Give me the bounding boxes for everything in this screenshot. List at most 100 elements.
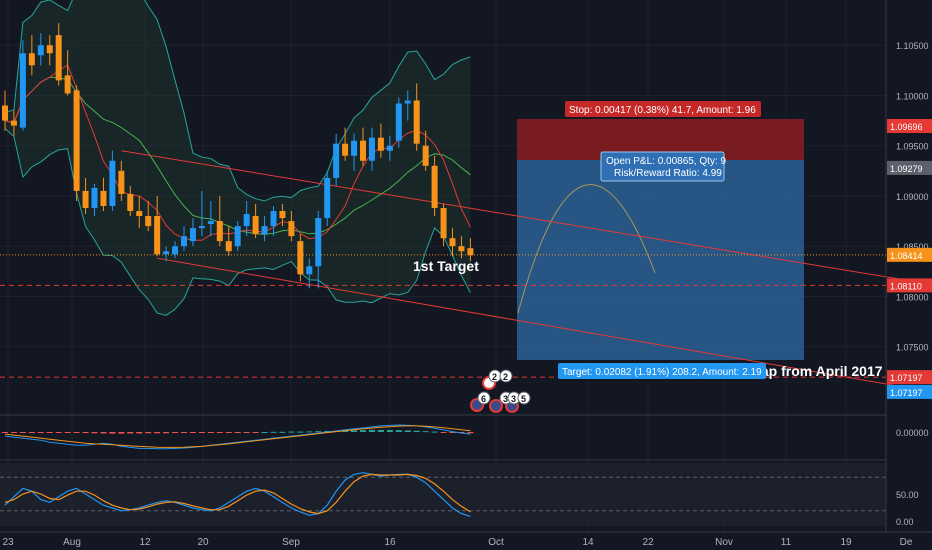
macd-tick-label: 0.00000 (896, 428, 929, 438)
macd-line (4, 424, 471, 450)
stoch-pane-background (0, 463, 886, 526)
stoch-d-line (4, 473, 471, 515)
target-box-bg (558, 363, 766, 379)
candle-body (82, 190, 89, 209)
candle-body (458, 246, 465, 252)
macd-histogram-bar (19, 432, 26, 433)
position-tool[interactable] (517, 119, 804, 360)
stoch-pane: 50.00 0.00 (0, 472, 919, 527)
price-tag-bg-4 (887, 370, 932, 385)
candle-body (91, 187, 98, 209)
time-tick-label: Aug (63, 537, 81, 548)
event-badges[interactable]: 2 2 6 3 3 5 (470, 369, 531, 413)
time-tick-label: Sep (282, 537, 300, 548)
macd-histogram-bar (207, 432, 214, 433)
candle-body (288, 221, 295, 237)
candle-body (404, 100, 411, 104)
event-badge-bottom-1-text: 6 (481, 394, 486, 404)
candle-body (118, 170, 125, 194)
bollinger-lower (4, 128, 471, 316)
price-tick-label: 1.08000 (896, 292, 929, 302)
candle-body (109, 160, 116, 206)
candle-body (261, 226, 268, 235)
candle-body (154, 216, 161, 255)
macd-histogram-bar (145, 432, 152, 434)
macd-histogram-bar (118, 432, 125, 434)
candle-body (386, 145, 393, 151)
macd-histogram-bar (189, 432, 196, 433)
macd-histogram-bar (216, 432, 223, 433)
macd-histogram-bar (234, 432, 241, 433)
stop-box: Stop: 0.00417 (0.38%) 41.7, Amount: 1.96 (565, 101, 761, 117)
target-box-text: Target: 0.02082 (1.91%) 208.2, Amount: 2… (562, 367, 762, 378)
pnl-box-line2: Risk/Reward Ratio: 4.99 (614, 168, 722, 179)
price-tag-label-3: 1.08110 (890, 281, 922, 291)
price-tag-bg-0 (887, 119, 932, 134)
candle-body (10, 120, 17, 126)
macd-histogram-bar (100, 432, 107, 434)
macd-pane: 0.00000 (2, 424, 929, 450)
price-tag-bg-3 (887, 278, 932, 293)
stop-box-text: Stop: 0.00417 (0.38%) 41.7, Amount: 1.96 (569, 105, 756, 116)
candles (2, 23, 474, 289)
macd-histogram-bar (368, 429, 375, 432)
candle-body (467, 248, 474, 256)
time-tick-label: 11 (781, 537, 792, 548)
candle-body (243, 214, 250, 227)
macd-histogram-bar (467, 432, 474, 434)
stoch-tick-label: 50.00 (896, 490, 919, 500)
projection-arc (517, 184, 656, 314)
time-axis[interactable]: 23 Aug 12 20 Sep 16 Oct 14 22 Nov 11 19 De (0, 531, 932, 548)
macd-histogram-bar (342, 430, 349, 432)
time-tick-label: 12 (139, 537, 151, 548)
macd-histogram-bar (154, 432, 161, 434)
candle-body (163, 251, 170, 255)
annotations: 1st Target Gap from April 2017 (413, 258, 883, 379)
candle-body (207, 221, 214, 225)
gap-label: Gap from April 2017 (750, 363, 883, 379)
macd-histogram-bar (127, 432, 134, 434)
macd-histogram-bar (315, 431, 322, 433)
candle-body (181, 236, 187, 247)
macd-histogram-bar (73, 432, 80, 433)
event-badge-cluster-2[interactable] (489, 399, 503, 413)
candle-body (368, 137, 375, 161)
event-badge-bottom-4-text: 5 (521, 394, 526, 404)
price-tag-bg-1 (887, 160, 932, 175)
macd-histogram-bar (360, 430, 366, 432)
candle-body (351, 140, 358, 156)
candle-body (64, 75, 71, 94)
macd-histogram-bar (136, 432, 143, 434)
bollinger-upper (4, 0, 471, 202)
event-badge-bottom-4[interactable] (517, 391, 531, 405)
time-tick-label: Nov (715, 537, 733, 548)
candle-body (422, 145, 429, 166)
time-tick-label: 20 (197, 537, 209, 548)
time-tick-label: 23 (2, 537, 14, 548)
price-axis[interactable]: 1.10500 1.10000 1.09500 1.09000 1.08500 1.080… (887, 41, 932, 399)
stoch-tick-label: 0.00 (896, 517, 914, 527)
target-box: Target: 0.02082 (1.91%) 208.2, Amount: 2… (558, 363, 766, 379)
macd-histogram-bar (163, 432, 170, 434)
pnl-box-line1: Open P&L: 0.00865, Qty: 9 (606, 156, 727, 167)
candle-body (360, 140, 366, 161)
time-tick-label: 16 (384, 537, 396, 548)
price-tag-bg-2 (887, 247, 932, 262)
event-badge-bottom-1[interactable] (477, 391, 491, 405)
candle-body (225, 241, 232, 252)
macd-histogram-bar (386, 429, 393, 432)
candle-body (306, 266, 313, 275)
candle-body (100, 190, 107, 206)
price-tick-label: 1.09000 (896, 192, 929, 202)
price-tag-label-0: 1.09696 (890, 122, 923, 132)
time-tick-label: 14 (582, 537, 594, 548)
macd-histogram-bar (288, 431, 295, 433)
candle-body (431, 165, 438, 209)
macd-histogram-bar (37, 432, 44, 434)
macd-histogram-bar (306, 431, 313, 433)
candle-body (172, 246, 179, 255)
event-badge-top-2[interactable] (499, 369, 513, 383)
event-badge-bottom-2-text: 3 (503, 394, 508, 404)
time-tick-label: Oct (488, 537, 504, 548)
